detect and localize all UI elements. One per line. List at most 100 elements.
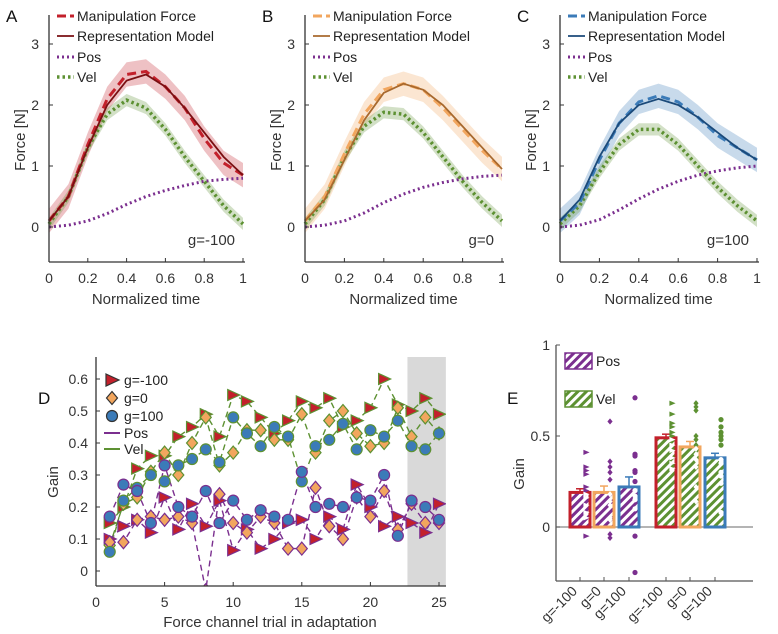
circle-marker bbox=[213, 456, 226, 469]
data-point bbox=[583, 515, 590, 521]
diamond-marker bbox=[377, 483, 391, 499]
legend-label: Representation Model bbox=[588, 28, 725, 44]
bar-vel bbox=[703, 456, 727, 529]
y-tick-label: 0.5 bbox=[531, 428, 551, 444]
triangle-marker bbox=[323, 391, 338, 405]
diamond-marker bbox=[172, 467, 185, 483]
legend-label: Manipulation Force bbox=[77, 8, 196, 24]
data-point bbox=[718, 509, 724, 516]
panel-d: D 0 0.1 0.2 0.3 0.4 0.5 0.6 0 5 10 15 20 25 Force chan… bbox=[38, 357, 447, 631]
data-point bbox=[693, 403, 699, 410]
circle-marker bbox=[405, 494, 418, 507]
triangle-marker bbox=[323, 510, 338, 524]
x-tick-label: 25 bbox=[431, 594, 447, 610]
y-tick-label: 0 bbox=[287, 219, 295, 235]
x-tick-label: 0.8 bbox=[194, 270, 214, 286]
legend-label: Pos bbox=[77, 49, 101, 65]
diamond-marker bbox=[226, 515, 240, 531]
circle-marker bbox=[105, 409, 119, 423]
diamond-marker bbox=[199, 409, 213, 425]
data-point bbox=[583, 484, 590, 490]
diamond-marker bbox=[391, 400, 405, 416]
pos-line bbox=[48, 176, 244, 229]
data-point bbox=[669, 442, 676, 448]
diamond-marker bbox=[213, 486, 226, 502]
circle-marker bbox=[364, 494, 377, 507]
triangle-marker bbox=[172, 522, 187, 536]
data-point bbox=[607, 476, 613, 483]
diamond-marker bbox=[172, 509, 185, 525]
circle-marker bbox=[172, 459, 185, 472]
circle-marker bbox=[185, 510, 199, 523]
triangle-marker bbox=[378, 372, 393, 386]
y-tick-label: 3 bbox=[287, 36, 295, 52]
diamond-marker bbox=[295, 541, 309, 557]
representation-model-line bbox=[559, 97, 758, 222]
circle-marker bbox=[391, 529, 404, 542]
triangle-marker bbox=[117, 519, 132, 533]
data-point bbox=[669, 433, 676, 439]
data-point bbox=[669, 466, 676, 472]
data-point bbox=[669, 411, 676, 417]
legend-label: Vel bbox=[596, 391, 615, 407]
triangle-marker bbox=[281, 414, 297, 428]
x-tick-label: 0.6 bbox=[413, 270, 433, 286]
y-tick-label: 0.2 bbox=[69, 499, 89, 515]
data-point bbox=[583, 449, 590, 455]
x-tick-label: 1 bbox=[498, 270, 506, 286]
diamond-marker bbox=[322, 518, 336, 534]
y-tick-label: 0 bbox=[31, 219, 39, 235]
diamond-marker bbox=[295, 406, 309, 422]
y-tick-label: 3 bbox=[31, 36, 39, 52]
data-point bbox=[693, 407, 699, 414]
legend-label: Pos bbox=[333, 49, 357, 65]
circle-marker bbox=[323, 433, 336, 446]
legend-label: Pos bbox=[124, 425, 148, 441]
y-tick-label: 2 bbox=[287, 97, 295, 113]
circle-marker bbox=[199, 484, 212, 498]
x-tick-label: 0.8 bbox=[708, 270, 728, 286]
triangle-marker bbox=[432, 497, 446, 511]
x-tick-label: 0.4 bbox=[629, 270, 649, 286]
data-point bbox=[693, 442, 699, 449]
triangle-marker bbox=[419, 391, 434, 405]
data-point bbox=[669, 455, 676, 461]
circle-marker bbox=[419, 500, 432, 514]
circle-marker bbox=[405, 440, 418, 453]
legend-label: Representation Model bbox=[77, 28, 214, 44]
x-tick-label: 0 bbox=[45, 270, 53, 286]
x-tick-label: 0.2 bbox=[78, 270, 98, 286]
gain-annotation: g=-100 bbox=[188, 232, 235, 249]
circle-marker bbox=[268, 420, 281, 434]
triangle-marker bbox=[268, 532, 283, 546]
circle-marker bbox=[158, 459, 171, 472]
data-point bbox=[693, 436, 699, 443]
legend-label: g=0 bbox=[124, 390, 148, 406]
x-tick-label: 0.2 bbox=[590, 270, 610, 286]
data-point bbox=[693, 456, 699, 463]
data-point bbox=[669, 400, 676, 406]
triangle-marker bbox=[432, 407, 446, 421]
data-point bbox=[632, 493, 638, 499]
triangle-marker bbox=[419, 526, 434, 540]
y-tick-label: 0.3 bbox=[69, 467, 89, 483]
triangle-marker bbox=[144, 526, 159, 540]
vel-band bbox=[305, 106, 502, 231]
circle-marker bbox=[185, 452, 199, 466]
data-point bbox=[718, 437, 724, 443]
diamond-marker bbox=[418, 515, 432, 531]
diamond-marker bbox=[364, 438, 377, 454]
y-axis-label: Gain bbox=[511, 458, 528, 490]
x-tick-label: 0.8 bbox=[453, 270, 473, 286]
triangle-marker bbox=[185, 420, 200, 434]
triangle-marker bbox=[254, 410, 269, 424]
data-point bbox=[583, 502, 590, 508]
manipulation-force-band bbox=[305, 71, 502, 234]
diamond-marker bbox=[364, 509, 377, 525]
circle-marker bbox=[227, 494, 240, 507]
data-point bbox=[669, 460, 676, 466]
circle-marker bbox=[432, 513, 446, 526]
data-point bbox=[669, 437, 676, 443]
triangle-marker bbox=[227, 388, 242, 402]
triangle-marker bbox=[227, 543, 242, 557]
